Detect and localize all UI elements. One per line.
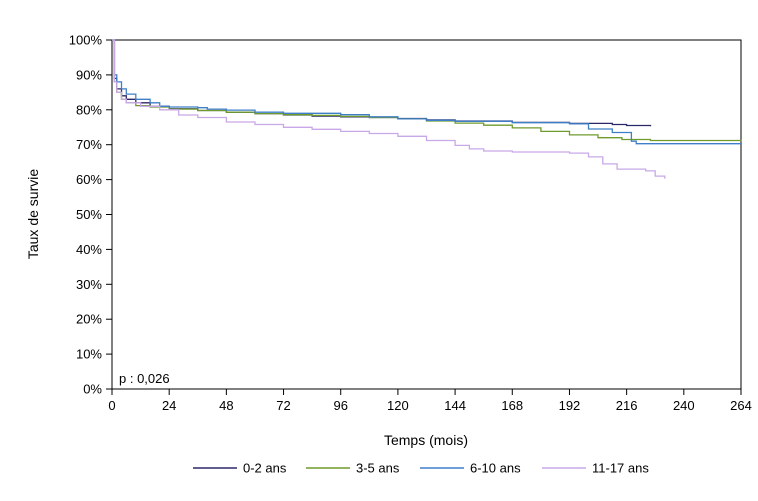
x-tick-label: 216	[616, 398, 638, 413]
x-tick-label: 0	[108, 398, 115, 413]
y-tick-label: 80%	[76, 102, 102, 117]
x-axis: 0 24 48 72 96 120 144 168 192 216 240 264	[108, 389, 752, 413]
x-tick-label: 48	[219, 398, 233, 413]
series-line-11-17-ans	[112, 39, 666, 179]
x-tick-label: 168	[501, 398, 523, 413]
legend-label: 3-5 ans	[356, 461, 400, 476]
y-tick-label: 60%	[76, 172, 102, 187]
y-tick-label: 70%	[76, 137, 102, 152]
legend: 0-2 ans 3-5 ans 6-10 ans 11-17 ans	[193, 461, 649, 476]
series-line-6-10-ans	[112, 39, 741, 145]
y-tick-label: 0%	[83, 382, 102, 397]
p-value-annotation: p : 0,026	[119, 371, 170, 386]
y-tick-label: 50%	[76, 207, 102, 222]
x-tick-label: 72	[276, 398, 290, 413]
legend-label: 0-2 ans	[243, 461, 287, 476]
y-tick-label: 90%	[76, 67, 102, 82]
y-tick-label: 30%	[76, 277, 102, 292]
x-tick-label: 96	[333, 398, 347, 413]
y-axis-title: Taux de survie	[25, 169, 41, 259]
x-tick-label: 120	[387, 398, 409, 413]
y-tick-label: 40%	[76, 242, 102, 257]
series-layer	[112, 39, 742, 179]
x-tick-label: 240	[673, 398, 695, 413]
y-tick-label: 10%	[76, 347, 102, 362]
x-axis-title: Temps (mois)	[384, 432, 468, 448]
y-axis: 0% 10% 20% 30% 40% 50% 60% 70% 80% 90% 100%	[69, 33, 112, 397]
x-tick-label: 192	[559, 398, 581, 413]
y-tick-label: 100%	[69, 33, 103, 48]
x-tick-label: 264	[730, 398, 752, 413]
x-tick-label: 144	[444, 398, 466, 413]
legend-label: 6-10 ans	[470, 461, 521, 476]
y-tick-label: 20%	[76, 312, 102, 327]
x-tick-label: 24	[162, 398, 176, 413]
legend-label: 11-17 ans	[592, 461, 649, 476]
